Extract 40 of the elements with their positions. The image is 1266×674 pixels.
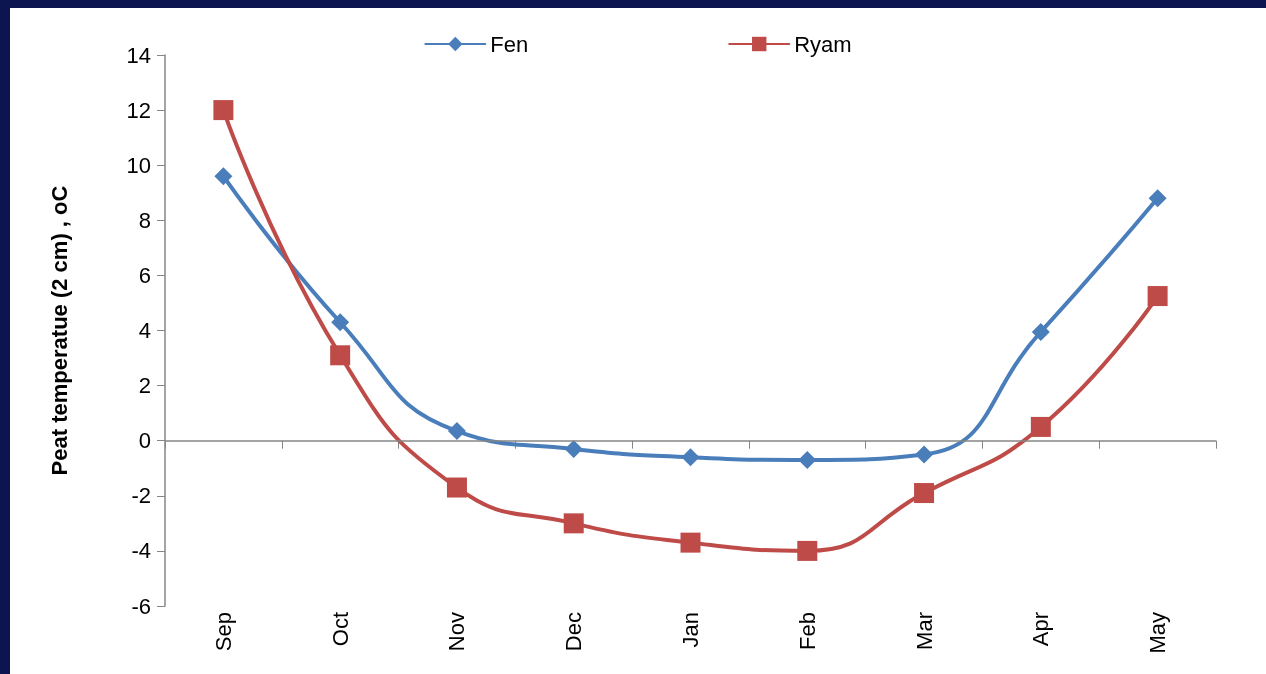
point [447, 422, 466, 441]
point [1030, 416, 1051, 437]
y-axis-title: Peat temperatue (2 cm) , oC [46, 185, 72, 476]
point [563, 513, 584, 534]
y-tick-label: -6 [131, 593, 151, 619]
y-tick-label: 14 [126, 42, 151, 68]
x-tick-label: Jan [678, 612, 703, 648]
x-tick-label: Mar [911, 612, 937, 650]
y-tick-label: 0 [138, 428, 151, 454]
point [214, 167, 233, 186]
y-tick-label: 2 [138, 373, 151, 399]
point [680, 532, 701, 553]
point [213, 100, 234, 121]
point [1031, 322, 1050, 341]
x-tick-label: Feb [794, 612, 820, 650]
point [915, 445, 934, 464]
x-tick-label: Sep [210, 612, 236, 652]
legend-label: Fen [490, 31, 529, 57]
point [914, 483, 935, 504]
legend-label: Ryam [794, 31, 852, 57]
point [564, 439, 583, 458]
point [331, 313, 350, 332]
x-tick-label: Apr [1028, 612, 1054, 647]
y-tick-label: 6 [138, 262, 151, 288]
y-tick-label: 12 [126, 97, 151, 123]
x-tick-label: Nov [444, 612, 470, 652]
point [1148, 189, 1167, 208]
y-tick-label: 8 [138, 207, 151, 233]
point [797, 540, 818, 561]
y-tick-label: -2 [131, 483, 151, 509]
x-tick-label: Oct [327, 612, 353, 647]
y-tick-label: 10 [126, 152, 151, 178]
point [1147, 286, 1168, 307]
x-tick-label: Dec [561, 612, 587, 652]
x-tick-label: May [1145, 612, 1171, 654]
point [446, 477, 467, 498]
y-tick-label: 4 [138, 318, 151, 343]
y-tick-label: -4 [131, 538, 151, 564]
point [330, 345, 351, 366]
point [681, 448, 700, 467]
